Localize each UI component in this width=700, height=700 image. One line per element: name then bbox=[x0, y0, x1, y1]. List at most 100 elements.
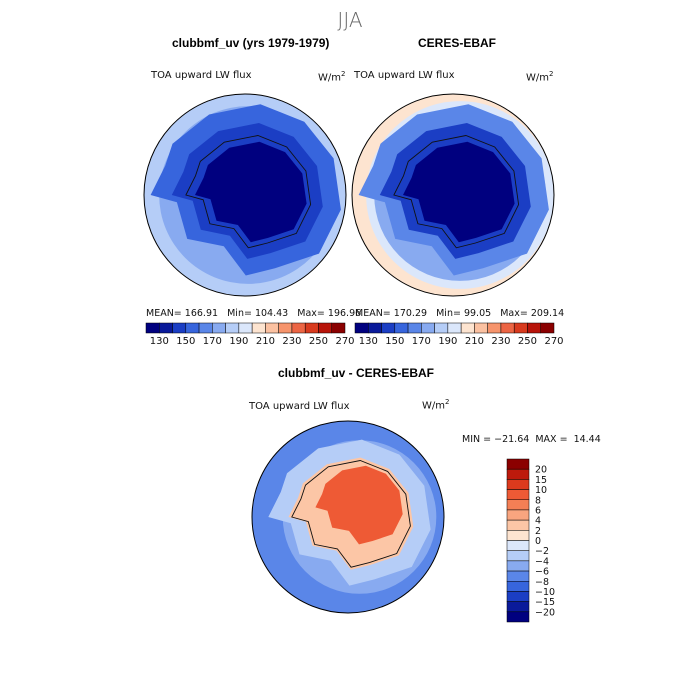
colorbar-panel1-swatch-9 bbox=[265, 322, 279, 334]
panel1-min-label: Min= bbox=[227, 308, 252, 319]
colorbar-panel1-swatch-7 bbox=[238, 322, 253, 334]
panel2-units: W/m2 bbox=[526, 70, 553, 83]
panel2-map-outline bbox=[351, 93, 555, 297]
colorbar-panel1-swatch-2 bbox=[172, 322, 187, 334]
colorbar-difference-label-3: 8 bbox=[535, 495, 541, 506]
colorbar-panel1-swatch-12 bbox=[304, 322, 319, 334]
colorbar-panel1-label-4: 210 bbox=[256, 336, 275, 347]
panel2-variable: TOA upward LW flux bbox=[354, 70, 455, 81]
colorbar-panel2: 130 150 170 190 210 230 250 270 bbox=[354, 322, 564, 347]
panel3-max-value: 14.44 bbox=[573, 434, 601, 445]
colorbar-panel2-label-6: 250 bbox=[518, 336, 537, 347]
colorbar-difference-swatch-4 bbox=[506, 499, 530, 511]
panel2-mean-label: MEAN= bbox=[355, 308, 391, 319]
colorbar-difference-label-12: −10 bbox=[535, 587, 555, 598]
panel1-variable: TOA upward LW flux bbox=[151, 70, 252, 81]
colorbar-panel2-label-3: 190 bbox=[438, 336, 457, 347]
panel3-max-label: MAX = bbox=[535, 434, 568, 445]
panel3-min-label: MIN = bbox=[462, 434, 492, 445]
panel2-map-layer-5 bbox=[403, 141, 515, 243]
colorbar-panel1-label-5: 230 bbox=[282, 336, 301, 347]
colorbar-difference-label-11: −8 bbox=[535, 577, 549, 588]
colorbar-panel2-swatch-3 bbox=[394, 322, 409, 334]
colorbar-panel1-swatch-13 bbox=[318, 322, 332, 334]
panel1-min-value: 104.43 bbox=[254, 308, 289, 319]
panel1-units-exp: 2 bbox=[341, 70, 346, 78]
panel2-map-coastline bbox=[393, 135, 520, 249]
colorbar-difference-label-4: 6 bbox=[535, 505, 541, 516]
colorbar-difference-swatch-10 bbox=[506, 560, 530, 572]
colorbar-panel2-label-0: 130 bbox=[359, 336, 378, 347]
panel3-map bbox=[251, 420, 445, 614]
panel1-title: clubbmf_uv (yrs 1979-1979) bbox=[172, 36, 330, 50]
colorbar-panel2-swatch-2 bbox=[381, 322, 396, 334]
colorbar-panel1-label-7: 270 bbox=[335, 336, 354, 347]
colorbar-difference-label-10: −6 bbox=[535, 567, 549, 578]
colorbar-panel1-label-6: 250 bbox=[309, 336, 328, 347]
colorbar-panel2-label-2: 170 bbox=[412, 336, 431, 347]
colorbar-panel1-label-2: 170 bbox=[203, 336, 222, 347]
colorbar-difference-swatch-0 bbox=[506, 458, 530, 470]
panel2-stats: MEAN= 170.29 Min= 99.05 Max= 209.14 bbox=[355, 308, 564, 319]
colorbar-panel1-label-3: 190 bbox=[229, 336, 248, 347]
panel3-map-coastline bbox=[291, 460, 411, 568]
colorbar-panel2-label-1: 150 bbox=[385, 336, 404, 347]
panel1-mean-label: MEAN= bbox=[146, 308, 182, 319]
colorbar-panel1-label-0: 130 bbox=[150, 336, 169, 347]
panel1-stats: MEAN= 166.91 Min= 104.43 Max= 196.96 bbox=[146, 308, 361, 319]
panel2-min-label: Min= bbox=[436, 308, 461, 319]
colorbar-difference-swatch-1 bbox=[506, 468, 530, 480]
colorbar-panel1-swatch-14 bbox=[331, 322, 346, 334]
panel1-map-coastline bbox=[185, 135, 312, 249]
colorbar-difference-swatch-8 bbox=[506, 540, 530, 551]
panel2-title: CERES-EBAF bbox=[418, 36, 497, 50]
panel3-variable: TOA upward LW flux bbox=[249, 401, 350, 412]
colorbar-panel1-swatch-1 bbox=[159, 322, 173, 334]
panel1-units: W/m2 bbox=[318, 70, 345, 83]
panel2-map bbox=[351, 93, 555, 297]
colorbar-difference-label-13: −15 bbox=[535, 597, 555, 608]
colorbar-difference-label-5: 4 bbox=[535, 516, 541, 527]
panel3-map-layer-4 bbox=[315, 465, 403, 545]
panel1-map-outline bbox=[143, 93, 347, 297]
colorbar-panel2-label-5: 230 bbox=[491, 336, 510, 347]
colorbar-difference-swatch-15 bbox=[506, 611, 530, 623]
panel3-units-exp: 2 bbox=[445, 398, 450, 406]
panel3-units: W/m2 bbox=[422, 398, 449, 411]
colorbar-panel2-swatch-10 bbox=[487, 322, 502, 334]
colorbar-panel2-label-7: 270 bbox=[544, 336, 563, 347]
panel3-title: clubbmf_uv - CERES-EBAF bbox=[278, 366, 435, 380]
colorbar-difference-label-1: 15 bbox=[535, 475, 547, 486]
colorbar-difference-swatch-14 bbox=[506, 601, 530, 613]
colorbar-panel2-label-4: 210 bbox=[465, 336, 484, 347]
season-title: JJA bbox=[337, 8, 363, 32]
panel1-map-layer-4 bbox=[195, 141, 307, 243]
colorbar-panel2-swatch-6 bbox=[434, 322, 449, 334]
colorbar-panel2-swatch-4 bbox=[407, 322, 422, 334]
colorbar-panel2-swatch-12 bbox=[513, 322, 528, 334]
colorbar-panel1: 130 150 170 190 210 230 250 270 bbox=[145, 322, 355, 347]
panel3-stats: MIN = −21.64 MAX = 14.44 bbox=[462, 434, 601, 445]
colorbar-difference-swatch-12 bbox=[506, 581, 530, 592]
colorbar-panel1-swatch-11 bbox=[291, 322, 306, 334]
panel1-map bbox=[143, 93, 347, 297]
colorbar-panel1-label-1: 150 bbox=[176, 336, 195, 347]
panel2-max-value: 209.14 bbox=[530, 308, 565, 319]
colorbar-difference-swatch-9 bbox=[506, 550, 530, 562]
colorbar-difference-swatch-2 bbox=[506, 479, 530, 490]
colorbar-panel2-swatch-9 bbox=[474, 322, 488, 334]
panel1-max-label: Max= bbox=[297, 308, 325, 319]
panel2-units-base: W/m bbox=[526, 72, 549, 84]
colorbar-panel1-swatch-10 bbox=[278, 322, 293, 334]
colorbar-panel1-swatch-5 bbox=[212, 322, 226, 334]
colorbar-panel2-swatch-7 bbox=[447, 322, 462, 334]
colorbar-panel2-swatch-0 bbox=[354, 322, 369, 334]
panel1-units-base: W/m bbox=[318, 72, 341, 84]
colorbar-difference-swatch-11 bbox=[506, 570, 530, 582]
panel1-max-value: 196.96 bbox=[327, 308, 362, 319]
panel3-units-base: W/m bbox=[422, 400, 445, 412]
colorbar-difference-label-14: −20 bbox=[535, 607, 555, 618]
colorbar-difference-label-2: 10 bbox=[535, 485, 547, 496]
